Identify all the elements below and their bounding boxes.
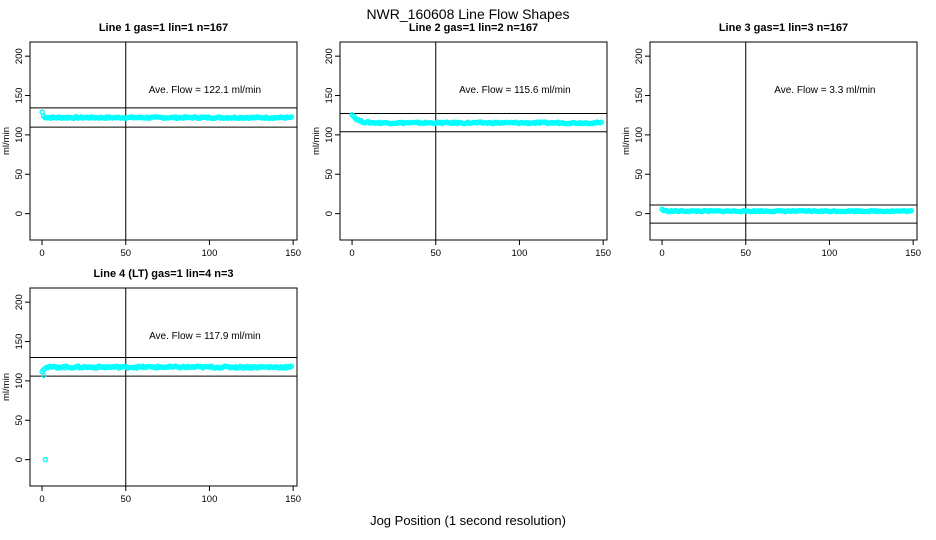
- outlier-point: [42, 456, 49, 463]
- axes: 0 50 100 150 0 50 100 150 200: [14, 294, 301, 505]
- data-series: [659, 206, 915, 215]
- y-axis-unit-label: ml/min: [311, 127, 322, 155]
- x-tick-label: 0: [349, 248, 354, 259]
- subplot-line-4: 0 50 100 150 0 50 100 150 200 ml/min Ave. Flow = 1…: [0, 266, 310, 516]
- y-tick-label: 150: [14, 88, 25, 104]
- x-tick-label: 50: [740, 248, 751, 259]
- plot-box: [339, 41, 608, 241]
- subplot-line-3: 0 50 100 150 0 50 100 150 200 ml/min Ave. Flow = 3…: [620, 20, 930, 270]
- ave-flow-label: Ave. Flow = 3.3 ml/min: [774, 85, 875, 96]
- data-series: [39, 109, 295, 122]
- x-tick-label: 100: [822, 248, 838, 259]
- y-tick-label: 50: [634, 169, 645, 180]
- y-tick-label: 150: [14, 334, 25, 350]
- y-tick-label: 200: [324, 48, 335, 64]
- x-tick-label: 0: [39, 248, 44, 259]
- subplot-title: Line 1 gas=1 lin=1 n=167: [98, 22, 229, 34]
- x-tick-label: 0: [39, 494, 44, 505]
- x-tick-label: 150: [285, 494, 301, 505]
- y-tick-label: 200: [14, 48, 25, 64]
- data-series: [39, 363, 295, 463]
- line-1-plot: 0 50 100 150 0 50 100 150 200 ml/min Ave. Flow = 1…: [1, 41, 301, 259]
- plot-box: [29, 41, 298, 241]
- ave-flow-label: Ave. Flow = 117.9 ml/min: [149, 331, 261, 342]
- data-series: [349, 112, 605, 127]
- x-axis-label: Jog Position (1 second resolution): [370, 513, 566, 528]
- y-tick-label: 50: [14, 415, 25, 426]
- data-point: [908, 207, 915, 214]
- subplot-title: Line 3 gas=1 lin=3 n=167: [718, 22, 849, 34]
- main-title: NWR_160608 Line Flow Shapes: [366, 6, 570, 22]
- x-tick-label: 100: [512, 248, 528, 259]
- axes: 0 50 100 150 0 50 100 150 200: [14, 48, 301, 259]
- y-tick-label: 100: [634, 127, 645, 143]
- y-tick-label: 50: [324, 169, 335, 180]
- y-tick-label: 100: [324, 127, 335, 143]
- x-tick-label: 50: [120, 494, 131, 505]
- x-tick-label: 50: [430, 248, 441, 259]
- y-tick-label: 100: [14, 127, 25, 143]
- subplot-title: Line 4 (LT) gas=1 lin=4 n=3: [93, 268, 234, 280]
- subplot-title: Line 2 gas=1 lin=2 n=167: [408, 22, 539, 34]
- ave-flow-label: Ave. Flow = 122.1 ml/min: [149, 85, 261, 96]
- y-tick-label: 0: [634, 211, 645, 216]
- y-tick-label: 200: [14, 294, 25, 310]
- y-axis-unit-label: ml/min: [621, 127, 632, 155]
- ave-flow-label: Ave. Flow = 115.6 ml/min: [459, 85, 571, 96]
- x-tick-label: 50: [120, 248, 131, 259]
- line-4-plot: 0 50 100 150 0 50 100 150 200 ml/min Ave. Flow = 1…: [1, 287, 301, 505]
- x-tick-label: 100: [202, 248, 218, 259]
- data-point: [288, 363, 295, 369]
- y-tick-label: 0: [324, 211, 335, 216]
- y-tick-label: 200: [634, 48, 645, 64]
- y-tick-label: 0: [14, 457, 25, 462]
- axes: 0 50 100 150 0 50 100 150 200: [634, 48, 921, 259]
- x-tick-label: 150: [905, 248, 921, 259]
- data-point: [288, 114, 295, 120]
- plot-box: [649, 41, 918, 241]
- subplot-line-2: 0 50 100 150 0 50 100 150 200 ml/min Ave. Flow = 1…: [310, 20, 620, 270]
- x-tick-label: 0: [659, 248, 664, 259]
- y-tick-label: 150: [324, 88, 335, 104]
- y-tick-label: 150: [634, 88, 645, 104]
- axes: 0 50 100 150 0 50 100 150 200: [324, 48, 611, 259]
- subplot-line-1: 0 50 100 150 0 50 100 150 200 ml/min Ave. Flow = 1…: [0, 20, 310, 270]
- x-tick-label: 150: [595, 248, 611, 259]
- y-tick-label: 0: [14, 211, 25, 216]
- line-3-plot: 0 50 100 150 0 50 100 150 200 ml/min Ave. Flow = 3…: [621, 41, 921, 259]
- data-point: [598, 119, 605, 125]
- y-axis-unit-label: ml/min: [1, 373, 12, 401]
- y-tick-label: 100: [14, 373, 25, 389]
- plot-box: [29, 287, 298, 487]
- x-tick-label: 100: [202, 494, 218, 505]
- outlier-point: [41, 372, 47, 379]
- y-tick-label: 50: [14, 169, 25, 180]
- line-2-plot: 0 50 100 150 0 50 100 150 200 ml/min Ave. Flow = 1…: [311, 41, 611, 259]
- x-tick-label: 150: [285, 248, 301, 259]
- y-axis-unit-label: ml/min: [1, 127, 12, 155]
